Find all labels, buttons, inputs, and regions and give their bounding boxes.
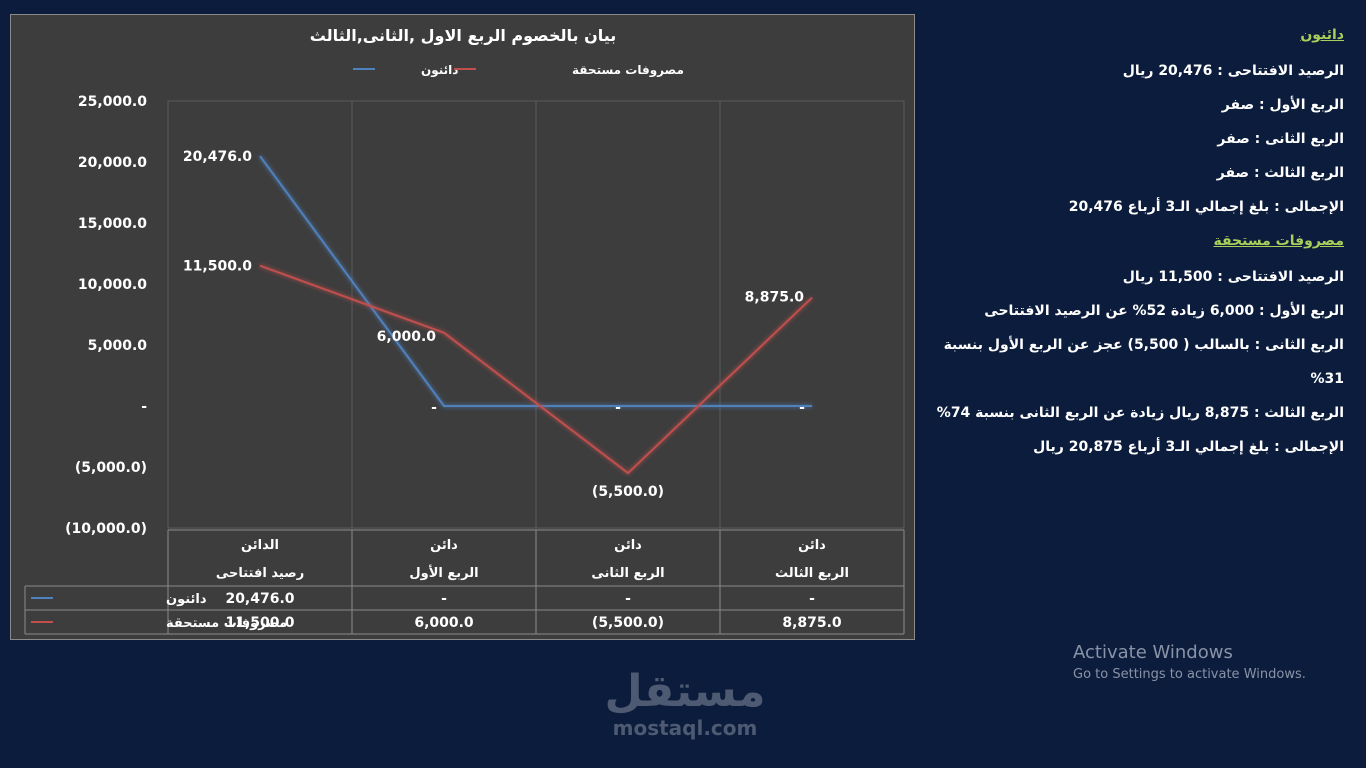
data-label: 11,500.0 xyxy=(183,259,252,275)
creditors-line: الربع الأول : صفر xyxy=(1221,97,1344,113)
table-cell: - xyxy=(441,591,447,607)
creditors-lines: الرصيد الافتتاحى : 20,476 ريال الربع الأو… xyxy=(930,54,1344,224)
plot-grid xyxy=(167,100,905,529)
mostaql-logo: مستقل mostaql.com xyxy=(590,666,780,741)
expenses-line: الربع الأول : 6,000 زيادة 52% عن الرصيد … xyxy=(984,303,1344,319)
data-label: (5,500.0) xyxy=(592,484,664,500)
chart-panel: بيان بالخصوم الربع الاول ,الثانى,الثالث … xyxy=(10,14,915,640)
line-chart: بيان بالخصوم الربع الاول ,الثانى,الثالث … xyxy=(24,26,905,635)
watermark-title: Activate Windows xyxy=(1073,642,1233,663)
data-label: - xyxy=(431,400,437,416)
notes-panel: دائنون الرصيد الافتتاحى : 20,476 ريال الر… xyxy=(930,18,1344,464)
creditors-heading: دائنون xyxy=(1300,27,1344,43)
y-tick-label: 10,000.0 xyxy=(78,277,147,293)
category-label: دائن xyxy=(430,538,458,553)
expenses-line: الربع الثانى : بالسالب ( 5,500) عجز عن ا… xyxy=(943,337,1344,387)
legend-label: مصروفات مستحقة xyxy=(572,63,684,78)
category-label: دائن xyxy=(798,538,826,553)
creditors-line: الربع الثالث : صفر xyxy=(1216,165,1344,181)
data-label: 6,000.0 xyxy=(377,329,437,345)
y-tick-label: 5,000.0 xyxy=(88,338,148,354)
table-cell: - xyxy=(625,591,631,607)
category-label: الدائن xyxy=(241,538,279,553)
y-tick-label: 20,000.0 xyxy=(78,155,147,171)
y-axis: 25,000.0 20,000.0 15,000.0 10,000.0 5,000.0 -… xyxy=(65,94,147,537)
category-label: الربع الأول xyxy=(409,564,478,581)
y-tick-label: - xyxy=(141,399,147,415)
table-cell: 6,000.0 xyxy=(414,615,474,631)
logo-latin: mostaql.com xyxy=(612,716,758,740)
data-label: 20,476.0 xyxy=(183,149,252,165)
table-cell: - xyxy=(809,591,815,607)
series-line xyxy=(259,155,812,407)
expenses-line: الرصيد الافتتاحى : 11,500 ريال xyxy=(1122,269,1344,285)
chart-legend: دائنون مصروفات مستحقة xyxy=(353,63,684,78)
y-tick-label: 15,000.0 xyxy=(78,216,147,232)
table-series-name: دائنون xyxy=(166,592,207,607)
legend-label: دائنون xyxy=(421,63,458,78)
expenses-heading: مصروفات مستحقة xyxy=(1213,233,1344,249)
chart-title: بيان بالخصوم الربع الاول ,الثانى,الثالث xyxy=(310,26,617,45)
y-tick-label: (10,000.0) xyxy=(65,521,147,537)
table-cell: (5,500.0) xyxy=(592,615,664,631)
data-labels: 20,476.0 - - - 11,500.0 6,000.0 (5,500.0) 8,875… xyxy=(183,149,805,500)
series-line xyxy=(259,264,813,475)
series-lines xyxy=(259,155,813,475)
expenses-line: الربع الثالث : 8,875 ريال زيادة عن الربع… xyxy=(936,405,1344,421)
y-tick-label: 25,000.0 xyxy=(78,94,147,110)
category-label: الربع الثالث xyxy=(775,566,849,581)
activate-windows-watermark: Activate Windows Go to Settings to activ… xyxy=(1073,642,1306,682)
category-label: رصيد افتتاحى xyxy=(216,566,304,581)
table-cell: 11,500.0 xyxy=(225,615,294,631)
y-tick-label: (5,000.0) xyxy=(75,460,147,476)
expenses-line: الإجمالى : بلغ إجمالي الـ3 أرباع 20,875 … xyxy=(1033,439,1344,455)
creditors-line: الرصيد الافتتاحى : 20,476 ريال xyxy=(1122,63,1344,79)
data-label: - xyxy=(615,400,621,416)
table-cell: 20,476.0 xyxy=(225,591,294,607)
table-cell: 8,875.0 xyxy=(782,615,842,631)
table-series-name: مصروفات مستحقة xyxy=(166,616,287,631)
creditors-line: الإجمالى : بلغ إجمالي الـ3 أرباع 20,476 xyxy=(1068,199,1344,215)
data-label: 8,875.0 xyxy=(745,290,805,306)
category-label: دائن xyxy=(614,538,642,553)
watermark-subtitle: Go to Settings to activate Windows. xyxy=(1073,667,1306,682)
data-table: الدائن رصيد افتتاحى دائن الربع الأول دائن الر… xyxy=(24,529,905,635)
category-label: الربع الثانى xyxy=(591,566,664,581)
data-label: - xyxy=(799,400,805,416)
creditors-line: الربع الثانى : صفر xyxy=(1217,131,1344,147)
expenses-lines: الرصيد الافتتاحى : 11,500 ريال الربع الأو… xyxy=(930,260,1344,464)
logo-arabic: مستقل xyxy=(604,666,766,717)
